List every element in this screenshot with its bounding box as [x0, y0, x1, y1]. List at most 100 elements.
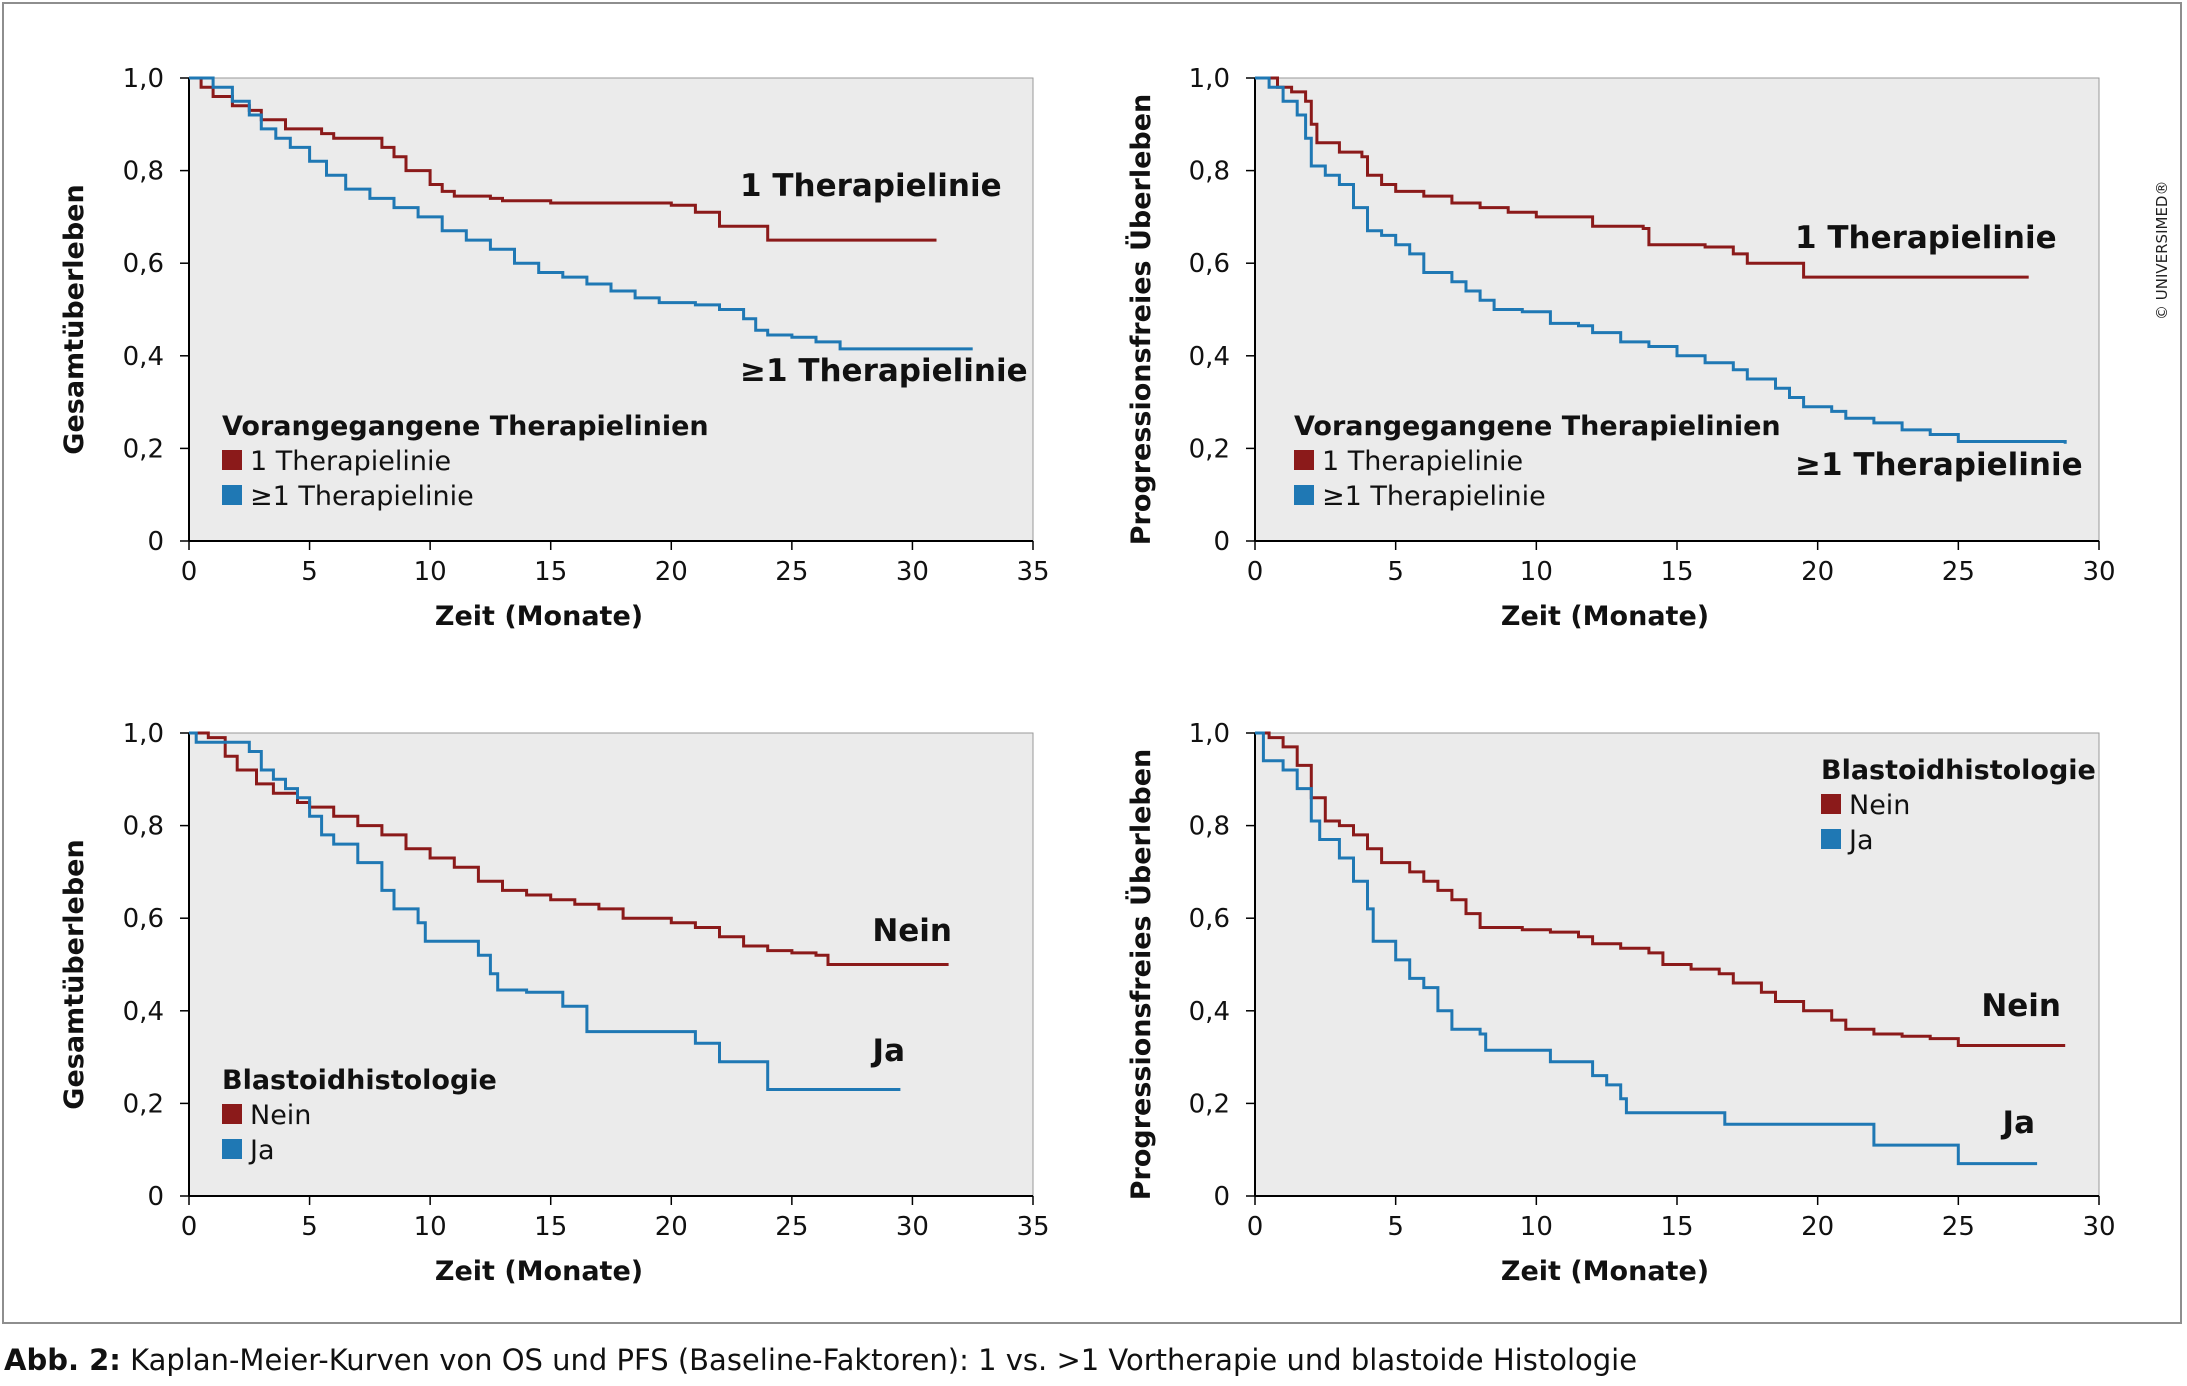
x-tick-label: 0 [1247, 557, 1264, 587]
legend-label: Nein [1849, 790, 1910, 821]
series-end-label: 1 Therapielinie [1795, 220, 2057, 256]
legend-title: Vorangegangene Therapielinien [222, 411, 709, 442]
y-tick-label: 0,4 [1189, 342, 1230, 372]
x-tick-label: 15 [534, 557, 567, 587]
series-end-label: ≥1 Therapielinie [1795, 447, 2083, 483]
caption-label: Abb. 2: [4, 1343, 121, 1377]
x-tick-label: 25 [775, 557, 808, 587]
y-tick-label: 1,0 [123, 64, 164, 94]
figure-caption: Abb. 2: Kaplan-Meier-Kurven von OS und P… [4, 1343, 1637, 1377]
legend-swatch [222, 485, 242, 505]
plot-area [188, 77, 1034, 542]
series-line-2 [1255, 76, 2067, 444]
x-tick-label: 10 [1520, 557, 1553, 587]
series-line-2 [189, 76, 973, 351]
chart-panel-3: 0 0,2 0,4 0,6 0,8 1,0 0 5 10 15 20 25 30 35 Zeit (Mona… [59, 719, 1050, 1287]
x-tick-label: 5 [301, 557, 318, 587]
y-tick-label: 0 [147, 1182, 164, 1212]
y-tick-label: 0,6 [1189, 904, 1230, 934]
series-end-label: Ja [871, 1033, 905, 1069]
x-tick-label: 20 [655, 557, 688, 587]
legend: Blastoidhistologie Nein Ja [1821, 755, 2096, 856]
y-tick-label: 0,6 [123, 249, 164, 279]
series-end-label: ≥1 Therapielinie [740, 353, 1028, 389]
y-tick-label: 0,2 [1189, 434, 1230, 464]
x-tick-label: 5 [1387, 1212, 1404, 1242]
legend-label: ≥1 Therapielinie [1322, 481, 1546, 512]
x-tick-label: 20 [1801, 557, 1834, 587]
legend-title: Vorangegangene Therapielinien [1294, 411, 1781, 442]
y-tick-label: 0,6 [123, 904, 164, 934]
y-tick-label: 0,6 [1189, 249, 1230, 279]
series-line-1 [189, 731, 949, 966]
legend-label: Ja [248, 1135, 275, 1166]
y-tick-label: 0,2 [1189, 1089, 1230, 1119]
y-tick-label: 0,4 [123, 997, 164, 1027]
y-axis-title: Gesamtüberleben [59, 184, 90, 454]
x-tick-label: 25 [1942, 557, 1975, 587]
series-line-2 [189, 731, 901, 1091]
series-end-label: Ja [2001, 1105, 2035, 1141]
y-tick-label: 0,8 [1189, 812, 1230, 842]
x-tick-label: 5 [301, 1212, 318, 1242]
series-line-1 [1255, 76, 2029, 279]
y-tick-label: 1,0 [123, 719, 164, 749]
x-tick-label: 0 [1247, 1212, 1264, 1242]
legend-swatch [222, 1139, 242, 1159]
x-tick-label: 10 [414, 1212, 447, 1242]
y-tick-label: 0,8 [123, 157, 164, 187]
x-tick-label: 0 [181, 557, 198, 587]
x-tick-label: 5 [1387, 557, 1404, 587]
series-end-label: Nein [1981, 988, 2061, 1024]
y-axis-title: Gesamtüberleben [59, 839, 90, 1109]
y-tick-label: 1,0 [1189, 719, 1230, 749]
x-tick-label: 15 [1660, 557, 1693, 587]
legend-label: Nein [250, 1100, 311, 1131]
legend: Vorangegangene Therapielinien 1 Therapiel… [222, 411, 709, 512]
legend-title: Blastoidhistologie [1821, 755, 2096, 786]
y-tick-label: 0 [147, 527, 164, 557]
y-tick-label: 0,2 [123, 434, 164, 464]
y-axis-title: Progressionsfreies Überleben [1124, 94, 1157, 546]
y-tick-label: 0,4 [1189, 997, 1230, 1027]
x-tick-label: 10 [414, 557, 447, 587]
x-axis-title: Zeit (Monate) [1501, 1256, 1709, 1287]
legend-swatch [222, 450, 242, 470]
legend-label: 1 Therapielinie [1322, 446, 1523, 477]
x-tick-label: 35 [1016, 1212, 1049, 1242]
legend-swatch [1294, 485, 1314, 505]
x-tick-label: 30 [896, 557, 929, 587]
x-tick-label: 30 [2082, 557, 2115, 587]
chart-panel-4: 0 0,2 0,4 0,6 0,8 1,0 0 5 10 15 20 25 30 Zeit (Monate… [1124, 719, 2116, 1287]
legend: Blastoidhistologie Nein Ja [222, 1065, 497, 1166]
x-axis-title: Zeit (Monate) [435, 601, 643, 632]
series-end-label: 1 Therapielinie [740, 168, 1002, 204]
x-tick-label: 25 [1942, 1212, 1975, 1242]
legend-label: Ja [1847, 825, 1874, 856]
legend-title: Blastoidhistologie [222, 1065, 497, 1096]
series-line-1 [1255, 731, 2066, 1047]
y-tick-label: 0 [1213, 1182, 1230, 1212]
y-tick-label: 0,4 [123, 342, 164, 372]
x-tick-label: 10 [1520, 1212, 1553, 1242]
copyright-mark: © UNIVERSIMED® [2152, 95, 2174, 325]
x-tick-label: 30 [2082, 1212, 2115, 1242]
series-end-label: Nein [872, 913, 952, 949]
y-tick-label: 0,8 [123, 812, 164, 842]
legend-swatch [222, 1104, 242, 1124]
legend: Vorangegangene Therapielinien 1 Therapiel… [1294, 411, 1781, 512]
y-tick-label: 0,8 [1189, 157, 1230, 187]
legend-swatch [1821, 829, 1841, 849]
y-axis-title: Progressionsfreies Überleben [1124, 749, 1157, 1201]
legend-swatch [1294, 450, 1314, 470]
copyright-text: © UNIVERSIMED® [2153, 181, 2171, 320]
y-tick-label: 0,2 [123, 1089, 164, 1119]
plot-area [1254, 77, 2100, 542]
legend-label: 1 Therapielinie [250, 446, 451, 477]
chart-panel-1: 0 0,2 0,4 0,6 0,8 1,0 0 5 10 15 20 25 30 35 Zeit (Mona… [59, 64, 1050, 632]
x-tick-label: 0 [181, 1212, 198, 1242]
y-tick-label: 0 [1213, 527, 1230, 557]
series-line-2 [1255, 731, 2038, 1166]
chart-panel-2: 0 0,2 0,4 0,6 0,8 1,0 0 5 10 15 20 25 30 Zeit (Monate… [1124, 64, 2116, 632]
